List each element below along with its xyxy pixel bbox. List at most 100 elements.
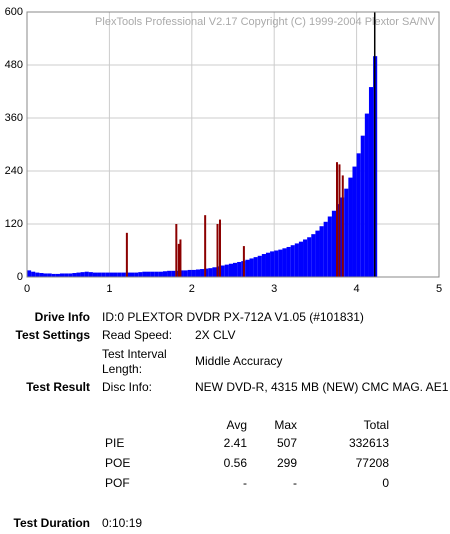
bar [298, 241, 304, 277]
bar [286, 246, 291, 277]
cell: - [293, 476, 297, 490]
y-tick-label: 240 [5, 165, 23, 177]
label: Test Duration [13, 516, 90, 530]
bar [356, 153, 361, 277]
label: Test Result [26, 380, 90, 394]
x-tick-label: 4 [354, 283, 360, 295]
bar [158, 271, 163, 277]
bar [274, 250, 279, 277]
value: 0:10:19 [102, 516, 143, 530]
bar [218, 219, 221, 277]
bar [68, 273, 73, 277]
x-tick-label: 5 [436, 283, 442, 295]
x-tick-label: 1 [106, 283, 112, 295]
bar [134, 272, 139, 277]
bar [142, 271, 147, 277]
bar [113, 272, 118, 277]
bar [338, 164, 341, 277]
bar [220, 265, 225, 277]
value: NEW DVD-R, 4315 MB (NEW) CMC MAG. AE1 [195, 380, 449, 394]
value: 2X CLV [195, 328, 236, 342]
bar [138, 272, 143, 277]
column-header: Total [363, 418, 389, 432]
bar [212, 267, 217, 277]
bar [72, 273, 77, 277]
bar [55, 273, 60, 277]
bar [59, 273, 65, 277]
label: Test Settings [15, 328, 90, 342]
column-header: Avg [226, 418, 247, 432]
x-tick-label: 0 [24, 283, 30, 295]
bar [175, 224, 178, 277]
value: Middle Accuracy [195, 354, 283, 368]
bar [242, 246, 245, 277]
y-tick-label: 120 [5, 218, 23, 230]
bar [187, 269, 192, 277]
bar [245, 259, 250, 277]
bar [233, 262, 238, 277]
bar [336, 162, 338, 277]
plot-frame [26, 11, 440, 278]
bar [294, 243, 299, 277]
cell: 2.41 [223, 436, 247, 450]
bar [290, 245, 295, 277]
x-tick-label: 2 [189, 283, 195, 295]
bar [35, 272, 40, 277]
bar [282, 248, 287, 277]
bar [51, 273, 56, 277]
bar [319, 226, 324, 277]
bar [364, 113, 369, 277]
bar [39, 273, 44, 277]
bar [311, 234, 316, 277]
bar [257, 255, 262, 277]
bar [216, 224, 219, 277]
bar [331, 210, 336, 277]
bar [249, 258, 254, 277]
y-tick-label: 600 [5, 6, 23, 18]
bar [261, 254, 266, 277]
bar [208, 268, 213, 277]
bar [64, 273, 69, 277]
row-label: PIE [105, 436, 125, 450]
cell: 299 [276, 456, 297, 470]
bar [88, 272, 93, 277]
row-label: POF [105, 476, 130, 490]
bar [171, 270, 176, 277]
bar [84, 271, 89, 277]
bar [341, 175, 344, 277]
bar [183, 270, 188, 277]
bar [224, 264, 229, 277]
bar [162, 271, 168, 277]
bar [360, 135, 365, 277]
bar [177, 243, 180, 277]
bar [216, 266, 221, 277]
bar [76, 272, 81, 277]
bar [125, 272, 130, 277]
plot-area [26, 11, 440, 278]
bar [195, 269, 201, 277]
bar [109, 272, 114, 277]
bar [150, 271, 155, 277]
y-tick-label: 480 [5, 59, 23, 71]
bar [237, 261, 242, 277]
bar [270, 251, 275, 277]
bar [47, 273, 52, 277]
key: Test Interval Length: [102, 347, 167, 376]
bar [323, 221, 328, 277]
bar [146, 271, 151, 277]
bar [175, 270, 180, 277]
bar [27, 270, 32, 277]
chart-title: PlexTools Professional V2.17 Copyright (… [95, 16, 436, 28]
bar [315, 230, 320, 277]
bar [344, 188, 349, 277]
bar [31, 271, 36, 277]
bar [43, 273, 48, 277]
bar [368, 87, 374, 277]
bar [121, 272, 126, 277]
y-tick-label: 0 [17, 271, 23, 283]
bar [191, 269, 196, 277]
cell: 332613 [348, 436, 389, 450]
label: Drive Info [34, 310, 90, 324]
cell: - [243, 476, 247, 490]
